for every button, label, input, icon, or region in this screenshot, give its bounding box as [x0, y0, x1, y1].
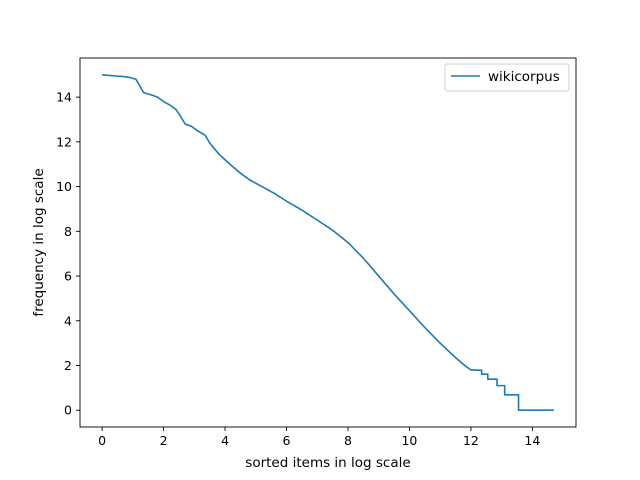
x-tick-label: 4 — [221, 433, 229, 448]
x-tick-label: 12 — [463, 433, 479, 448]
x-axis-ticks: 0 2 4 6 8 10 12 14 — [98, 427, 540, 448]
x-tick-label: 2 — [160, 433, 168, 448]
x-axis-label: sorted items in log scale — [245, 455, 410, 471]
x-tick-label: 6 — [283, 433, 291, 448]
legend-label: wikicorpus — [488, 69, 560, 85]
series-line-wikicorpus — [102, 73, 554, 412]
y-tick-label: 0 — [64, 403, 72, 418]
x-tick-label: 14 — [524, 433, 540, 448]
legend-box — [444, 63, 570, 92]
y-tick-label: 12 — [56, 134, 72, 149]
y-tick-label: 6 — [64, 269, 72, 284]
y-tick-label: 10 — [56, 179, 72, 194]
y-tick-label: 14 — [56, 90, 72, 105]
x-tick-label: 10 — [401, 433, 417, 448]
plot-frame — [79, 57, 577, 428]
y-axis-label: frequency in log scale — [31, 168, 47, 316]
y-tick-label: 8 — [64, 224, 72, 239]
y-tick-label: 2 — [64, 358, 72, 373]
plot-background — [80, 58, 576, 427]
legend: wikicorpus — [444, 63, 570, 92]
y-tick-label: 4 — [64, 313, 72, 328]
x-tick-label: 0 — [98, 433, 106, 448]
y-axis-ticks: 0 2 4 6 8 10 12 14 — [56, 90, 80, 418]
x-tick-label: 8 — [344, 433, 352, 448]
